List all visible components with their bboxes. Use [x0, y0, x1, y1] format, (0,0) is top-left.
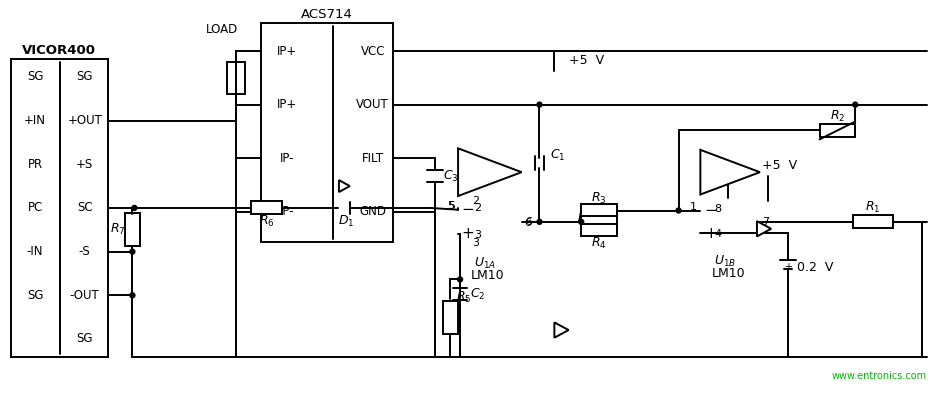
Polygon shape [757, 221, 771, 236]
Text: $R_6$: $R_6$ [259, 214, 274, 229]
Text: SC: SC [77, 201, 93, 214]
Circle shape [458, 277, 462, 282]
Polygon shape [458, 149, 522, 196]
Text: $U_{1A}$: $U_{1A}$ [474, 256, 496, 271]
Text: $R_3$: $R_3$ [591, 190, 607, 206]
Circle shape [537, 102, 542, 107]
Circle shape [676, 208, 681, 213]
Bar [854, 216, 893, 228]
Circle shape [579, 219, 583, 224]
Text: IP-: IP- [280, 152, 295, 165]
Text: IP+: IP+ [277, 45, 297, 58]
Text: LM10: LM10 [471, 269, 505, 282]
Text: $C_2$: $C_2$ [470, 287, 486, 302]
Text: +5  V: +5 V [763, 159, 797, 172]
Text: +OUT: +OUT [68, 114, 102, 127]
Text: 6: 6 [525, 217, 532, 227]
Text: 0.2  V: 0.2 V [797, 261, 834, 274]
Bar [250, 201, 282, 214]
Polygon shape [701, 150, 760, 195]
Text: SG: SG [77, 333, 93, 346]
Bar [227, 62, 245, 94]
Text: +: + [784, 262, 792, 273]
Text: 4: 4 [715, 229, 722, 239]
Text: +IN: +IN [24, 114, 46, 127]
Text: IP+: IP+ [277, 98, 297, 111]
Text: $R_7$: $R_7$ [110, 222, 126, 237]
Text: SG: SG [27, 71, 43, 84]
Text: 5: 5 [448, 201, 456, 211]
Text: 5: 5 [447, 201, 455, 211]
Text: SG: SG [77, 71, 93, 84]
Text: $R_2$: $R_2$ [830, 109, 845, 124]
Text: $U_{1B}$: $U_{1B}$ [714, 254, 736, 269]
Text: 2: 2 [475, 203, 481, 214]
Text: +5  V: +5 V [568, 54, 604, 67]
Text: PR: PR [27, 158, 42, 171]
Text: VCC: VCC [360, 45, 385, 58]
Bar [820, 124, 855, 137]
Text: $R_5$: $R_5$ [456, 290, 472, 305]
Text: $R_1$: $R_1$ [866, 201, 881, 216]
Text: $D_1$: $D_1$ [338, 214, 354, 229]
Text: GND: GND [359, 205, 386, 218]
Text: −: − [461, 202, 475, 217]
Text: PC: PC [27, 201, 43, 214]
Text: +S: +S [76, 158, 94, 171]
Bar [443, 301, 458, 334]
Circle shape [537, 219, 542, 224]
Text: LOAD: LOAD [205, 23, 238, 36]
Text: +: + [704, 226, 717, 241]
Text: FILT: FILT [362, 152, 384, 165]
Text: VICOR400: VICOR400 [22, 44, 96, 57]
Bar [582, 204, 617, 216]
Text: -OUT: -OUT [69, 289, 99, 302]
Text: +: + [461, 227, 475, 242]
Text: LM10: LM10 [711, 267, 745, 280]
Text: 6: 6 [524, 218, 531, 228]
Text: IP-: IP- [280, 205, 295, 218]
Text: $C_3$: $C_3$ [444, 169, 459, 184]
Text: 3: 3 [473, 238, 479, 248]
Circle shape [853, 102, 857, 107]
Circle shape [129, 293, 135, 298]
Bar [125, 214, 140, 246]
Bar [582, 224, 617, 236]
Text: −: − [704, 203, 717, 218]
Text: VOUT: VOUT [356, 98, 389, 111]
Bar [11, 59, 108, 357]
Bar [262, 23, 392, 242]
Text: $R_4$: $R_4$ [591, 236, 607, 251]
Text: 2: 2 [473, 196, 479, 206]
Circle shape [129, 249, 135, 254]
Polygon shape [339, 180, 350, 192]
Text: ACS714: ACS714 [301, 8, 353, 21]
Circle shape [132, 205, 137, 210]
Polygon shape [554, 322, 568, 338]
Text: SG: SG [27, 289, 43, 302]
Text: 7: 7 [763, 217, 769, 227]
Text: www.entronics.com: www.entronics.com [832, 371, 927, 381]
Text: -S: -S [79, 245, 91, 258]
Text: $C_1$: $C_1$ [550, 148, 565, 163]
Text: 8: 8 [715, 204, 722, 214]
Text: -IN: -IN [27, 245, 43, 258]
Text: 3: 3 [475, 230, 481, 240]
Text: 1: 1 [690, 202, 697, 212]
